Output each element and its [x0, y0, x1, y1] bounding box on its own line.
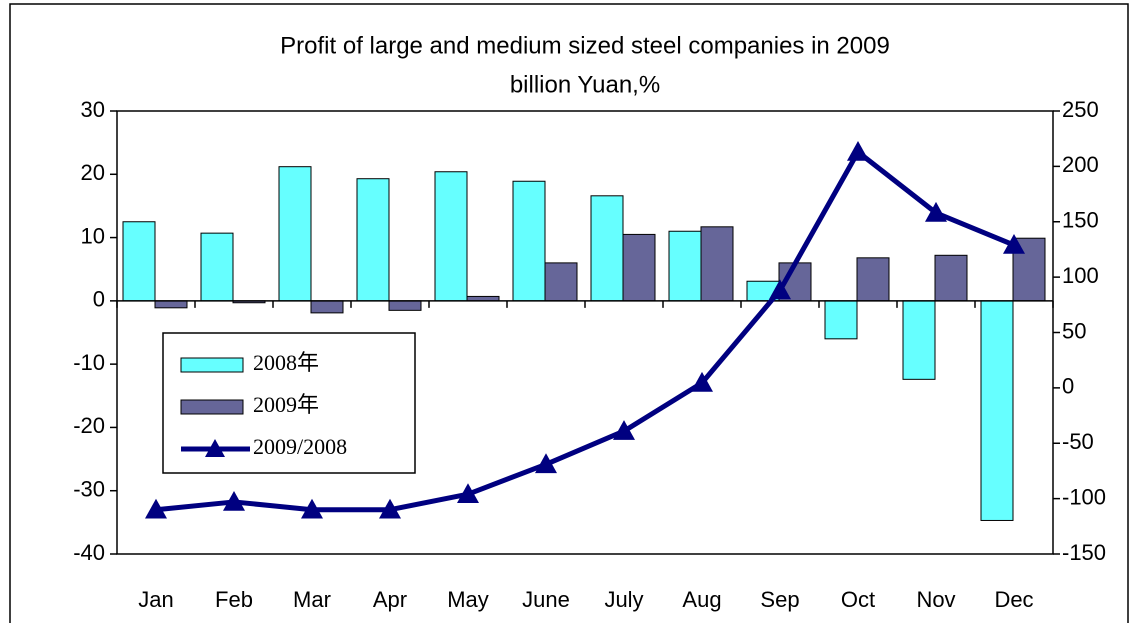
- marker: [1003, 234, 1025, 254]
- y-tick-label: -10: [73, 350, 105, 375]
- bar: [278, 166, 312, 302]
- y-tick-label: -20: [73, 413, 105, 438]
- marker: [301, 498, 323, 519]
- legend-swatch: [180, 399, 244, 415]
- legend-label: 2009/2008: [253, 434, 347, 459]
- marker: [847, 140, 869, 161]
- bar: [154, 300, 188, 309]
- legend-marker: [205, 439, 225, 457]
- y-tick-label: -40: [73, 540, 105, 565]
- bar: [356, 178, 390, 302]
- y2-tick-label: 50: [1062, 318, 1086, 343]
- y-tick-label: 30: [81, 97, 105, 122]
- line: [155, 149, 1015, 513]
- y-tick-label: 20: [81, 160, 105, 185]
- marker: [925, 201, 947, 222]
- y2-tick-label: -100: [1062, 484, 1106, 509]
- x-tick-label: May: [447, 587, 489, 612]
- x-tick-label: Jan: [138, 587, 173, 612]
- x-tick-label: June: [522, 587, 570, 612]
- marker: [535, 453, 557, 474]
- x-tick-label: Sep: [760, 587, 799, 612]
- bar: [200, 232, 234, 302]
- bar: [544, 262, 578, 302]
- bar: [856, 257, 890, 302]
- x-tick-label: Dec: [994, 587, 1033, 612]
- y2-tick-label: 100: [1062, 263, 1099, 288]
- x-tick-label: Oct: [841, 587, 875, 612]
- bar: [668, 230, 702, 302]
- marker: [223, 490, 245, 511]
- legend: 2008年 2009年 2009/2008: [162, 332, 416, 474]
- legend-label: 2008年: [253, 350, 319, 375]
- bar: [512, 180, 546, 302]
- chart-subtitle: billion Yuan,%: [510, 71, 660, 98]
- x-tick-label: Mar: [293, 587, 331, 612]
- bar: [434, 171, 468, 302]
- bar: [590, 195, 624, 302]
- chart-title: Profit of large and medium sized steel c…: [280, 32, 890, 59]
- bar: [980, 300, 1014, 521]
- bar: [700, 226, 734, 302]
- y2-tick-label: 250: [1062, 97, 1099, 122]
- bar: [934, 254, 968, 302]
- y2-tick-label: 150: [1062, 208, 1099, 233]
- x-tick-label: Feb: [215, 587, 253, 612]
- bar: [824, 300, 858, 340]
- legend-label: 2009年: [253, 392, 319, 417]
- marker: [613, 420, 635, 440]
- x-tick-label: July: [604, 587, 643, 612]
- y2-tick-label: -150: [1062, 540, 1106, 565]
- bar: [122, 221, 156, 302]
- y2-tick-label: -50: [1062, 429, 1094, 454]
- x-tick-label: Apr: [373, 587, 407, 612]
- marker: [379, 498, 401, 519]
- x-tick-label: Nov: [916, 587, 955, 612]
- marker: [769, 279, 791, 300]
- chart-border: [9, 3, 1129, 623]
- bar: [902, 300, 936, 380]
- y-tick-label: -30: [73, 477, 105, 502]
- bar: [310, 300, 344, 314]
- y-tick-label: 0: [93, 287, 105, 312]
- marker: [457, 483, 479, 503]
- y2-tick-label: 0: [1062, 374, 1074, 399]
- bar: [622, 233, 656, 302]
- marker: [145, 498, 167, 519]
- bar: [388, 300, 422, 311]
- y-tick-label: 10: [81, 223, 105, 248]
- marker: [691, 371, 713, 392]
- y2-tick-label: 200: [1062, 152, 1099, 177]
- legend-swatch: [180, 357, 244, 373]
- x-tick-label: Aug: [682, 587, 721, 612]
